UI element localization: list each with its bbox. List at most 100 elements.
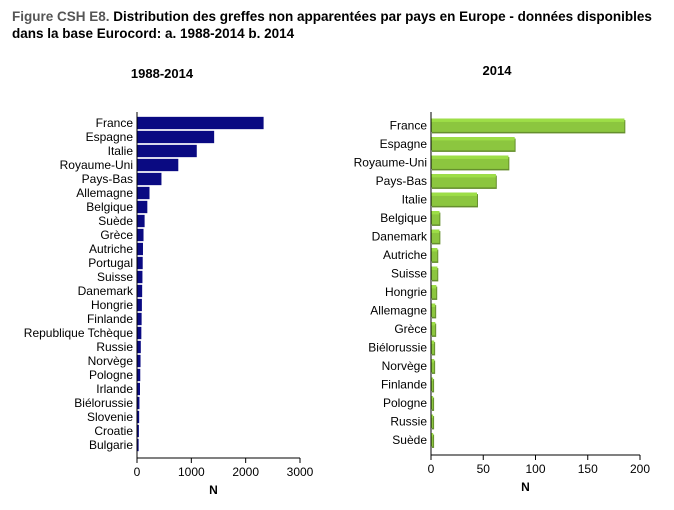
bar-highlight bbox=[431, 340, 435, 344]
bar bbox=[137, 214, 145, 228]
category-label: Biélorussie bbox=[368, 340, 427, 354]
bar bbox=[137, 200, 148, 214]
category-label: Finlande bbox=[381, 377, 427, 391]
bar bbox=[431, 414, 434, 428]
category-label: Pologne bbox=[89, 368, 133, 382]
bar bbox=[137, 228, 144, 242]
bar bbox=[431, 266, 438, 280]
bar bbox=[137, 116, 264, 130]
category-label: Allemagne bbox=[76, 186, 133, 200]
category-label: Autriche bbox=[89, 242, 133, 256]
category-label: Royaume-Uni bbox=[60, 158, 133, 172]
bar bbox=[137, 242, 143, 256]
bar bbox=[137, 326, 142, 340]
category-label: Belgique bbox=[380, 211, 427, 225]
x-axis-title: N bbox=[209, 483, 218, 497]
chart-title: 2014 bbox=[483, 63, 513, 78]
category-label: Pologne bbox=[383, 396, 427, 410]
category-label: Suède bbox=[392, 433, 427, 447]
bar bbox=[137, 340, 141, 354]
category-label: Grèce bbox=[394, 322, 427, 336]
category-label: France bbox=[96, 116, 134, 130]
category-label: Russie bbox=[390, 414, 427, 428]
category-label: Norvège bbox=[88, 354, 134, 368]
bar bbox=[137, 158, 179, 172]
category-label: Finlande bbox=[87, 312, 133, 326]
category-label: Belgique bbox=[86, 200, 133, 214]
bar bbox=[137, 438, 139, 452]
category-label: Danemark bbox=[78, 284, 134, 298]
bar-highlight bbox=[431, 118, 625, 122]
category-label: Italie bbox=[108, 144, 134, 158]
bar-highlight bbox=[431, 266, 438, 270]
bar bbox=[137, 354, 141, 368]
category-label: Italie bbox=[402, 192, 428, 206]
bar-highlight bbox=[431, 377, 434, 381]
bar bbox=[137, 172, 162, 186]
bar-highlight bbox=[431, 155, 509, 159]
x-tick-label: 3000 bbox=[287, 465, 314, 479]
bar bbox=[137, 368, 141, 382]
bar bbox=[137, 312, 142, 326]
bar bbox=[431, 396, 434, 410]
category-label: Russie bbox=[96, 340, 133, 354]
x-tick-label: 100 bbox=[525, 462, 545, 476]
bar-highlight bbox=[431, 192, 477, 196]
bar bbox=[137, 410, 140, 424]
figure-number: Figure CSH E8. bbox=[12, 9, 110, 24]
bar bbox=[137, 144, 197, 158]
bar-highlight bbox=[431, 414, 434, 418]
chart-title: 1988-2014 bbox=[131, 66, 194, 81]
x-tick-label: 50 bbox=[477, 462, 491, 476]
bar-highlight bbox=[431, 174, 496, 178]
bar bbox=[431, 285, 437, 299]
bar bbox=[431, 303, 436, 317]
x-tick-label: 0 bbox=[134, 465, 141, 479]
category-label: Suisse bbox=[97, 270, 133, 284]
category-label: Royaume-Uni bbox=[354, 155, 427, 169]
x-tick-label: 2000 bbox=[232, 465, 259, 479]
bar bbox=[431, 322, 436, 336]
bar bbox=[431, 211, 440, 225]
figure-caption: Distribution des greffes non apparentées… bbox=[12, 9, 652, 41]
x-tick-label: 200 bbox=[630, 462, 650, 476]
bar bbox=[431, 359, 435, 373]
bar bbox=[137, 130, 215, 144]
bar bbox=[137, 396, 140, 410]
bar bbox=[431, 229, 440, 243]
category-label: Bulgarie bbox=[89, 438, 133, 452]
category-label: Slovenie bbox=[87, 410, 133, 424]
x-tick-label: 0 bbox=[428, 462, 435, 476]
bar-highlight bbox=[431, 396, 434, 400]
bar-highlight bbox=[431, 322, 436, 326]
x-axis-title: N bbox=[521, 480, 530, 494]
bar-highlight bbox=[431, 303, 436, 307]
bar-highlight bbox=[431, 248, 438, 252]
category-label: Hongrie bbox=[385, 285, 427, 299]
bar-highlight bbox=[431, 285, 437, 289]
bar bbox=[431, 377, 434, 391]
x-tick-label: 150 bbox=[578, 462, 598, 476]
category-label: Pays-Bas bbox=[82, 172, 133, 186]
category-label: Allemagne bbox=[370, 303, 427, 317]
category-label: Biélorussie bbox=[74, 396, 133, 410]
category-label: Danemark bbox=[372, 229, 428, 243]
category-label: Pays-Bas bbox=[376, 174, 427, 188]
bar bbox=[137, 256, 143, 270]
category-label: Autriche bbox=[383, 248, 427, 262]
bar bbox=[137, 270, 143, 284]
bar bbox=[137, 298, 142, 312]
category-label: Hongrie bbox=[91, 298, 133, 312]
category-label: Suisse bbox=[391, 266, 427, 280]
category-label: Espagne bbox=[86, 130, 134, 144]
category-label: Republique Tchèque bbox=[24, 326, 134, 340]
category-label: Portugal bbox=[88, 256, 133, 270]
bar bbox=[431, 340, 435, 354]
chart-1988-2014: 1988-2014FranceEspagneItalieRoyaume-UniP… bbox=[24, 66, 314, 497]
category-label: France bbox=[390, 118, 428, 132]
chart-2014: 2014 France Espagne Royaume-Uni Pays-Bas Ital… bbox=[354, 63, 651, 494]
bar bbox=[431, 248, 438, 262]
category-label: Irlande bbox=[96, 382, 133, 396]
bar bbox=[137, 382, 140, 396]
